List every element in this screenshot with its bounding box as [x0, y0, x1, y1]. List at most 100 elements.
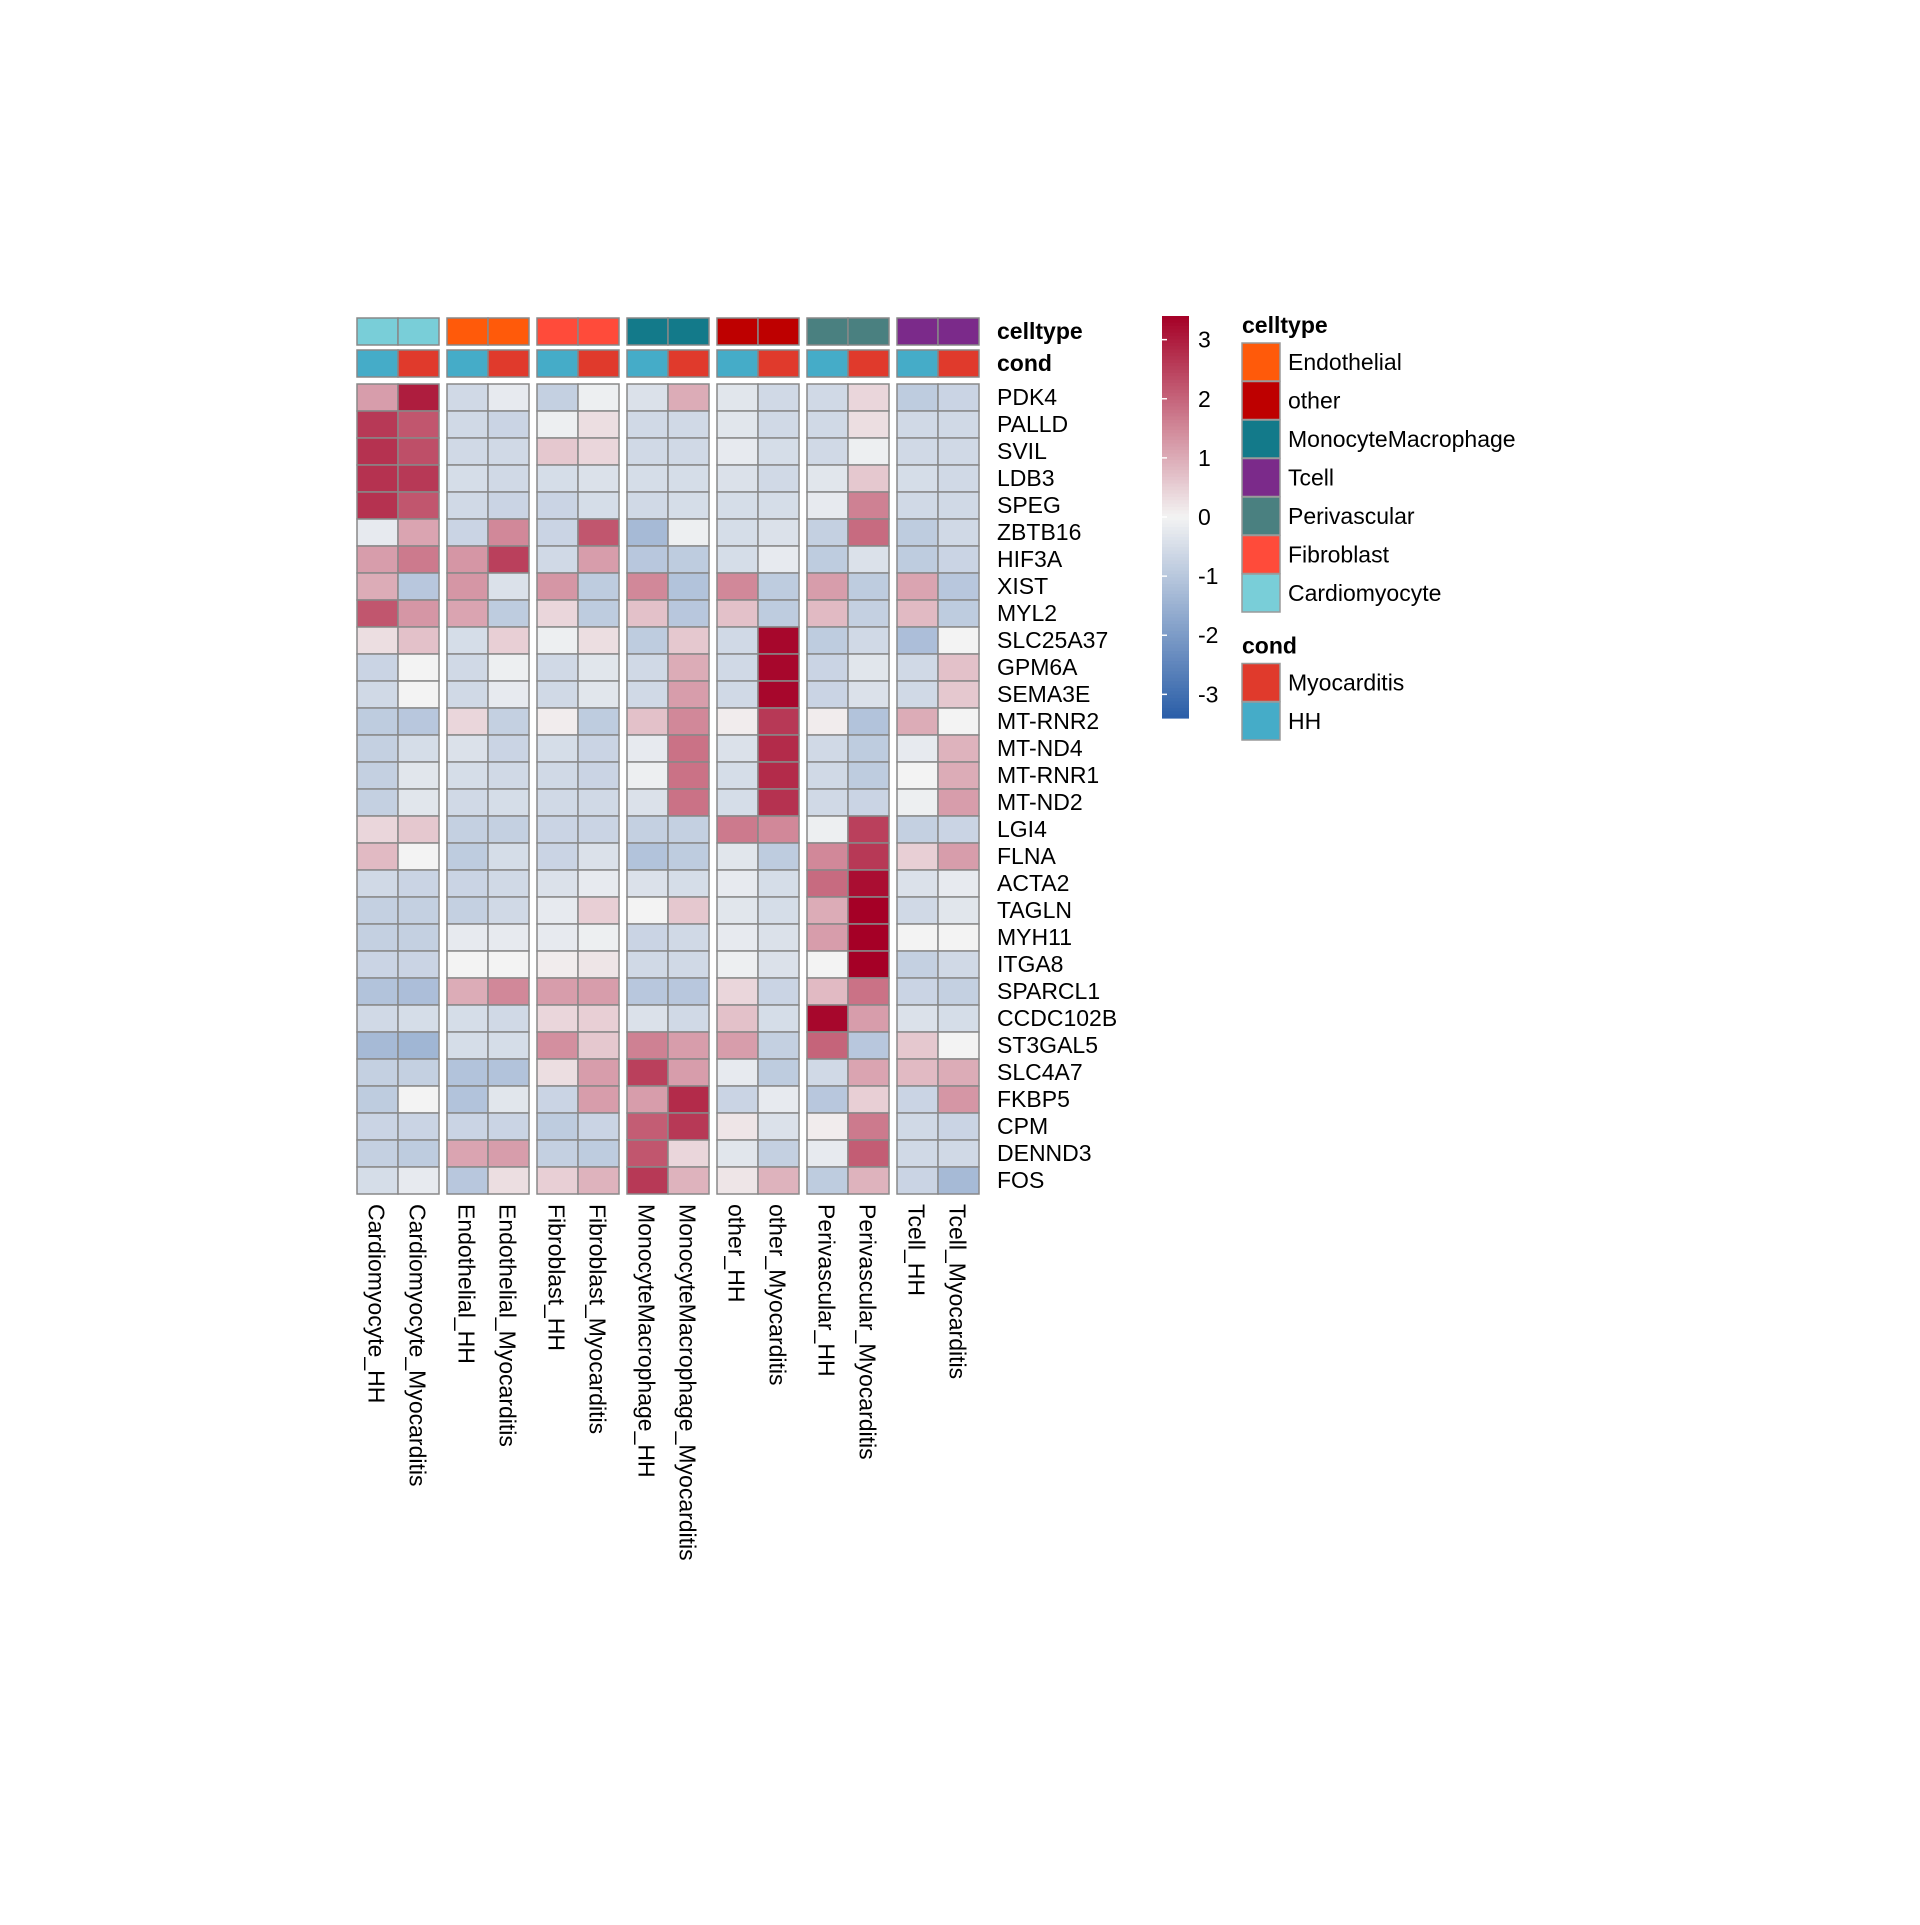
heatmap-cell — [577, 437, 620, 466]
colorbar-segment — [1162, 483, 1189, 488]
heatmap-cell — [667, 815, 710, 844]
column-label: Cardiomyocyte_HH — [364, 1204, 390, 1403]
annotation-cell-cond — [716, 349, 759, 378]
heatmap-cell — [446, 1166, 489, 1195]
heatmap-cell — [847, 1085, 890, 1114]
heatmap-cell — [356, 815, 399, 844]
heatmap-cell — [937, 761, 980, 790]
colorbar-segment — [1162, 560, 1189, 565]
colorbar-segment — [1162, 634, 1189, 639]
heatmap-cell — [937, 572, 980, 601]
heatmap-cell — [806, 1166, 849, 1195]
heatmap-cell — [667, 599, 710, 628]
heatmap-cell — [536, 518, 579, 547]
heatmap-cell — [536, 1004, 579, 1033]
legend-title-celltype: celltype — [1242, 312, 1328, 338]
heatmap-cell — [896, 923, 939, 952]
heatmap-cell — [446, 1085, 489, 1114]
heatmap-cell — [397, 761, 440, 790]
heatmap-cell — [487, 545, 530, 574]
legend-label: Myocarditis — [1288, 670, 1404, 696]
annotation-cell-celltype — [937, 317, 980, 346]
column-label: MonocyteMacrophage_HH — [634, 1204, 660, 1478]
colorbar-segment — [1162, 674, 1189, 679]
heatmap-cell — [937, 734, 980, 763]
colorbar-tick-label: 1 — [1198, 445, 1211, 471]
colorbar-segment — [1162, 617, 1189, 622]
heatmap-cell — [487, 923, 530, 952]
colorbar-segment — [1162, 580, 1189, 585]
colorbar-segment — [1162, 630, 1189, 635]
heatmap-cell — [487, 1058, 530, 1087]
heatmap-cell — [356, 707, 399, 736]
heatmap-cell — [356, 491, 399, 520]
legend-swatch — [1241, 662, 1281, 703]
heatmap-cell — [806, 464, 849, 493]
heatmap-cell — [536, 977, 579, 1006]
row-label: XIST — [997, 573, 1048, 599]
heatmap-cell — [896, 599, 939, 628]
heatmap-cell — [487, 950, 530, 979]
heatmap-cell — [577, 842, 620, 871]
heatmap-cell — [716, 653, 759, 682]
annotation-cell-cond — [446, 349, 489, 378]
heatmap-cell — [397, 1004, 440, 1033]
heatmap-cell — [667, 626, 710, 655]
annotation-cell-celltype — [847, 317, 890, 346]
heatmap-cell — [806, 950, 849, 979]
heatmap-cell — [896, 653, 939, 682]
heatmap-cell — [806, 653, 849, 682]
heatmap-cell — [356, 734, 399, 763]
heatmap-cell — [667, 869, 710, 898]
heatmap-cell — [896, 491, 939, 520]
heatmap-cell — [937, 680, 980, 709]
heatmap-cell — [577, 869, 620, 898]
heatmap-cell — [806, 626, 849, 655]
heatmap-cell — [667, 1085, 710, 1114]
heatmap-cell — [577, 1112, 620, 1141]
heatmap-cell — [577, 1058, 620, 1087]
heatmap-cell — [937, 977, 980, 1006]
heatmap-cell — [806, 599, 849, 628]
heatmap-cell — [577, 815, 620, 844]
colorbar-segment — [1162, 667, 1189, 672]
annotation-cell-celltype — [536, 317, 579, 346]
heatmap-cell — [806, 869, 849, 898]
heatmap-cell — [577, 1166, 620, 1195]
heatmap-cell — [356, 869, 399, 898]
heatmap-cell — [446, 869, 489, 898]
heatmap-cell — [937, 491, 980, 520]
colorbar-segment — [1162, 490, 1189, 495]
heatmap-cell — [757, 1139, 800, 1168]
heatmap-cell — [356, 842, 399, 871]
heatmap-cell — [626, 1085, 669, 1114]
colorbar-tick-label: -2 — [1198, 622, 1218, 648]
colorbar-segment — [1162, 661, 1189, 665]
heatmap-cell — [667, 923, 710, 952]
heatmap-cell — [626, 1031, 669, 1060]
heatmap-cell — [577, 1004, 620, 1033]
heatmap-cell — [937, 788, 980, 817]
heatmap-cell — [716, 1031, 759, 1060]
heatmap-cell — [716, 842, 759, 871]
heatmap-cell — [446, 950, 489, 979]
heatmap-cell — [487, 383, 530, 412]
heatmap-cell — [896, 1112, 939, 1141]
heatmap-cell — [446, 437, 489, 466]
colorbar-segment — [1162, 466, 1189, 471]
heatmap-cell — [757, 572, 800, 601]
heatmap-cell — [716, 545, 759, 574]
column-label: Tcell_Myocarditis — [945, 1204, 971, 1379]
legend-label: other — [1288, 388, 1341, 414]
annotation-cell-celltype — [806, 317, 849, 346]
heatmap-cell — [667, 1112, 710, 1141]
colorbar-segment — [1162, 657, 1189, 662]
heatmap-cell — [716, 1112, 759, 1141]
heatmap-cell — [806, 1085, 849, 1114]
heatmap-cell — [626, 1004, 669, 1033]
column-label: Tcell_HH — [904, 1204, 930, 1296]
colorbar-tick-label: 3 — [1198, 327, 1211, 353]
heatmap-cell — [806, 734, 849, 763]
row-label: MT-ND2 — [997, 789, 1083, 815]
colorbar-segment — [1162, 372, 1189, 377]
